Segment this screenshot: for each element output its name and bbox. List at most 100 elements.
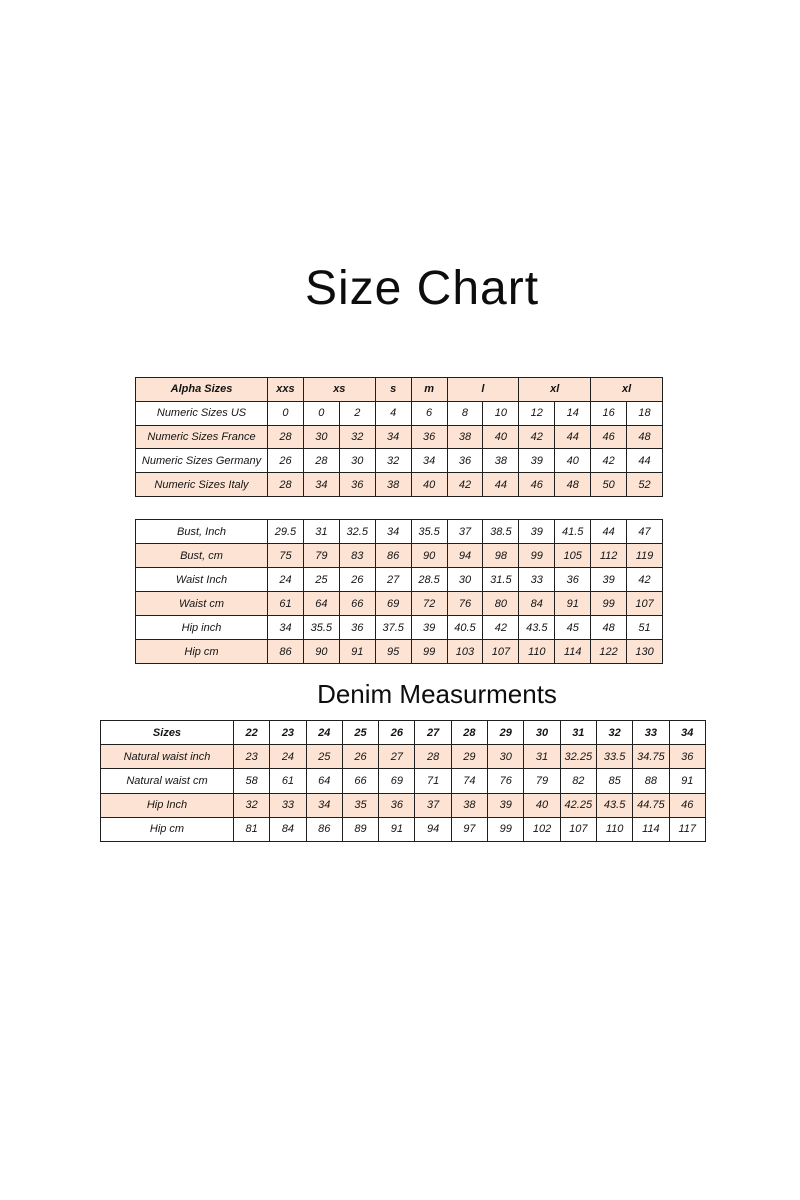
value-cell: 4	[374, 400, 412, 426]
value-cell: 64	[302, 591, 340, 616]
value-cell: 88	[632, 768, 670, 794]
row-label-cell: Sizes	[100, 719, 234, 746]
value-cell: 2	[338, 400, 376, 426]
table-row: Waist Inch 24 25 26 27 28.5 30 31.5 33 36 39 42	[135, 567, 663, 592]
table-row: Bust, cm 75 79 83 86 90 94 98 99 105 112 119	[135, 543, 663, 568]
value-cell: 99	[518, 543, 556, 568]
value-cell: 39	[518, 448, 556, 474]
value-cell: 32.25	[559, 744, 597, 770]
value-cell: 38.5	[482, 519, 520, 544]
value-cell: 66	[341, 768, 380, 794]
value-cell: 6	[410, 400, 448, 426]
value-cell: 90	[302, 639, 340, 664]
value-cell: 44	[590, 519, 628, 544]
value-cell: 48	[626, 424, 663, 450]
value-cell: 34.75	[632, 744, 670, 770]
value-cell: 80	[482, 591, 520, 616]
value-cell: 102	[523, 816, 561, 842]
value-cell: 83	[338, 543, 376, 568]
row-label-cell: Numeric Sizes France	[135, 424, 268, 450]
value-cell: 122	[590, 639, 628, 664]
value-cell: 40	[554, 448, 592, 474]
table-row: Natural waist cm 58 61 64 66 69 71 74 76 79 82 85 88…	[100, 768, 707, 794]
value-cell: 39	[518, 519, 556, 544]
value-cell: 10	[482, 400, 520, 426]
value-cell: 43.5	[595, 792, 634, 818]
value-cell: 33	[518, 567, 556, 592]
value-cell: 35.5	[302, 615, 340, 640]
column-header-cell: 27	[414, 719, 452, 746]
value-cell: 91	[668, 768, 707, 794]
value-cell: 34	[302, 472, 340, 497]
value-cell: 42	[482, 615, 520, 640]
value-cell: 24	[267, 567, 304, 592]
value-cell: 38	[482, 448, 520, 474]
value-cell: 130	[626, 639, 663, 664]
row-label-cell: Natural waist inch	[100, 744, 234, 770]
value-cell: 95	[374, 639, 412, 664]
value-cell: 86	[374, 543, 412, 568]
row-label-cell: Hip inch	[135, 615, 268, 640]
value-cell: 14	[554, 400, 592, 426]
value-cell: 119	[626, 543, 663, 568]
value-cell: 44	[554, 424, 592, 450]
value-cell: 117	[668, 816, 707, 842]
value-cell: 23	[232, 744, 271, 770]
value-cell: 34	[305, 792, 343, 818]
value-cell: 46	[590, 424, 628, 450]
value-cell: 33	[269, 792, 307, 818]
value-cell: 61	[267, 591, 304, 616]
value-cell: 110	[518, 639, 556, 664]
value-cell: 74	[450, 768, 489, 794]
row-label-cell: Alpha Sizes	[135, 377, 268, 402]
value-cell: 107	[482, 639, 520, 664]
value-cell: 107	[559, 816, 597, 842]
value-cell: 26	[267, 448, 304, 474]
value-cell: 36	[378, 792, 416, 818]
value-cell: 86	[305, 816, 343, 842]
column-header-cell: 32	[595, 719, 634, 746]
value-cell: 30	[487, 744, 525, 770]
row-label-cell: Waist Inch	[135, 567, 268, 592]
value-cell: 30	[338, 448, 376, 474]
value-cell: 37	[446, 519, 484, 544]
value-cell: 81	[232, 816, 271, 842]
value-cell: 91	[338, 639, 376, 664]
row-label-cell: Waist cm	[135, 591, 268, 616]
value-cell: 47	[626, 519, 663, 544]
column-header-cell: 33	[632, 719, 670, 746]
table-row: Natural waist inch 23 24 25 26 27 28 29 30 31 32.2…	[100, 744, 707, 770]
value-cell: 33.5	[595, 744, 634, 770]
row-label-cell: Numeric Sizes Germany	[135, 448, 268, 474]
value-cell: 41.5	[554, 519, 592, 544]
value-cell: 98	[482, 543, 520, 568]
value-cell: 66	[338, 591, 376, 616]
column-header-cell: 26	[378, 719, 416, 746]
value-cell: 39	[410, 615, 448, 640]
value-cell: 27	[378, 744, 416, 770]
column-header-cell: xl	[518, 377, 592, 402]
table-row: Hip cm 86 90 91 95 99 103 107 110 114 122 130	[135, 639, 663, 664]
page-title: Size Chart	[304, 262, 540, 315]
value-cell: 61	[269, 768, 307, 794]
column-header-cell: m	[410, 377, 448, 402]
value-cell: 42	[590, 448, 628, 474]
value-cell: 107	[626, 591, 663, 616]
value-cell: 36	[668, 744, 707, 770]
value-cell: 36	[338, 615, 376, 640]
value-cell: 85	[595, 768, 634, 794]
value-cell: 27	[374, 567, 412, 592]
value-cell: 51	[626, 615, 663, 640]
value-cell: 94	[446, 543, 484, 568]
value-cell: 46	[518, 472, 556, 497]
value-cell: 82	[559, 768, 597, 794]
value-cell: 39	[590, 567, 628, 592]
value-cell: 42.25	[559, 792, 597, 818]
row-label-cell: Hip cm	[100, 816, 234, 842]
value-cell: 48	[554, 472, 592, 497]
value-cell: 44.75	[632, 792, 670, 818]
row-label-cell: Natural waist cm	[100, 768, 234, 794]
value-cell: 25	[305, 744, 343, 770]
table-row: Hip inch 34 35.5 36 37.5 39 40.5 42 43.5 45 48 51	[135, 615, 663, 640]
value-cell: 110	[595, 816, 634, 842]
